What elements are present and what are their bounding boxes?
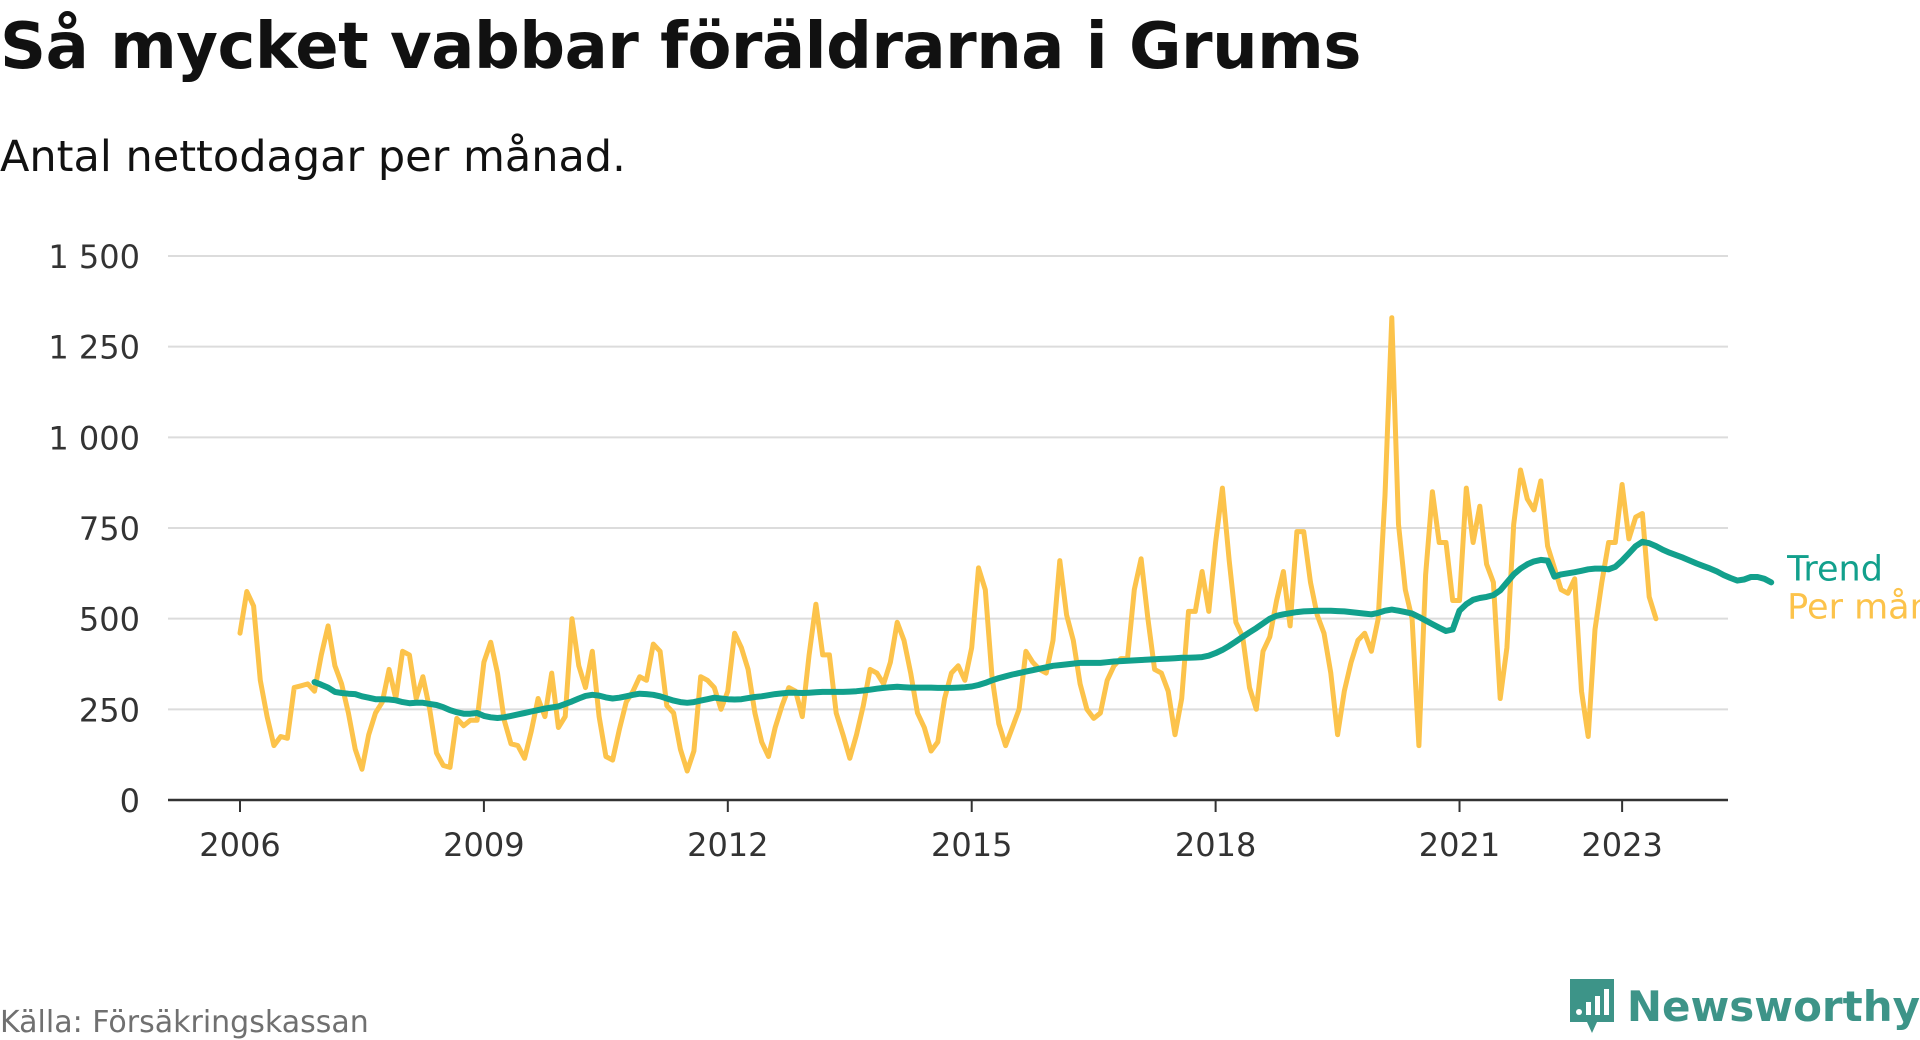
x-tick-label: 2018 — [1175, 826, 1256, 864]
chart-title: Så mycket vabbar föräldrarna i Grums — [0, 10, 1361, 84]
y-tick-label: 250 — [79, 691, 140, 729]
newsworthy-logo-icon — [1569, 979, 1614, 1033]
y-tick-label: 1 500 — [48, 238, 140, 276]
x-tick-label: 2012 — [687, 826, 768, 864]
x-tick-label: 2015 — [931, 826, 1012, 864]
series-label: Per månad — [1787, 586, 1920, 627]
chart-subtitle: Antal nettodagar per månad. — [0, 132, 626, 182]
x-tick-label: 2006 — [199, 826, 280, 864]
brand-logo: Newsworthy — [1567, 976, 1920, 1036]
y-axis-tick-labels: 0 250 500 750 1 000 1 250 1 500 — [48, 238, 140, 820]
series-end-labels: Per månadTrend — [1786, 549, 1920, 627]
y-tick-label: 1 000 — [48, 419, 140, 457]
series-line — [311, 538, 1775, 721]
x-axis-tick-labels: 2006 2009 2012 2015 2018 2021 2023 — [199, 800, 1663, 864]
x-tick-label: 2021 — [1419, 826, 1500, 864]
x-tick-label: 2023 — [1581, 826, 1662, 864]
x-tick-label: 2009 — [443, 826, 524, 864]
y-tick-label: 0 — [120, 782, 140, 820]
series-lines — [237, 315, 1775, 774]
brand-name: Newsworthy — [1626, 981, 1920, 1031]
y-tick-label: 1 250 — [48, 329, 140, 367]
source-note: Källa: Försäkringskassan — [0, 1005, 369, 1040]
series-line — [237, 315, 1659, 774]
y-tick-label: 500 — [79, 601, 140, 639]
y-tick-label: 750 — [79, 510, 140, 548]
y-gridlines — [168, 255, 1728, 711]
series-label: Trend — [1786, 549, 1883, 589]
